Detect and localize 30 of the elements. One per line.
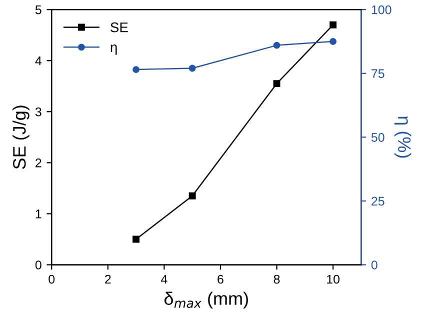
y-tick-label: 2 (36, 158, 42, 168)
y-tick-label: 1 (36, 210, 42, 218)
legend-label: η (110, 44, 117, 55)
y2-tick-label: 50 (371, 132, 384, 142)
x-tick-label: 8 (274, 274, 280, 284)
y-tick-label: 0 (35, 260, 42, 270)
x-tick-label: 2 (105, 274, 111, 284)
legend-label: SE (110, 22, 128, 32)
point (132, 66, 140, 74)
point (330, 38, 337, 45)
x-tick-label: 6 (218, 274, 224, 284)
x-tick-label: 0 (48, 274, 55, 284)
y-tick-label: 3 (35, 107, 42, 116)
point (132, 236, 140, 243)
y2-tick-label: 0 (371, 260, 378, 270)
y-tick-label: 4 (35, 56, 42, 66)
y2-tick-label: 25 (372, 196, 384, 206)
x-tick-label: 10 (327, 274, 340, 284)
point (273, 42, 280, 49)
x-tick-label: 4 (160, 274, 168, 284)
y2-tick-label: 100 (372, 5, 392, 14)
x-axis-title: δ$_{max}$ (mm) (164, 292, 248, 309)
y2-tick-label: 75 (372, 69, 384, 78)
y-axis-title: SE (J/g) (12, 106, 30, 169)
point (273, 80, 280, 88)
point (330, 21, 337, 28)
point (188, 192, 196, 200)
y-tick-label: 5 (35, 6, 42, 14)
point (188, 64, 196, 72)
y2-axis-title: η (%) (394, 116, 412, 158)
